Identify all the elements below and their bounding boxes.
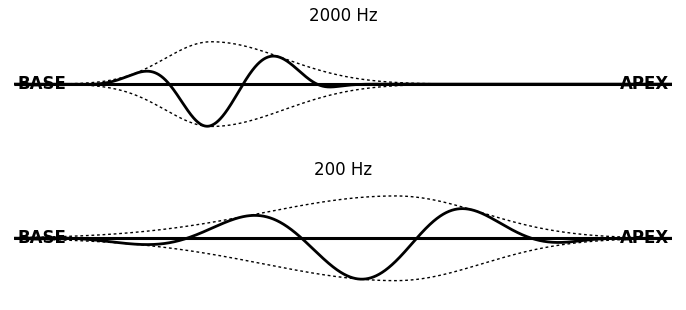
Title: 200 Hz: 200 Hz bbox=[314, 161, 372, 179]
Text: APEX: APEX bbox=[619, 229, 669, 247]
Text: APEX: APEX bbox=[619, 75, 669, 93]
Text: BASE: BASE bbox=[17, 229, 66, 247]
Title: 2000 Hz: 2000 Hz bbox=[309, 7, 377, 24]
Text: BASE: BASE bbox=[17, 75, 66, 93]
